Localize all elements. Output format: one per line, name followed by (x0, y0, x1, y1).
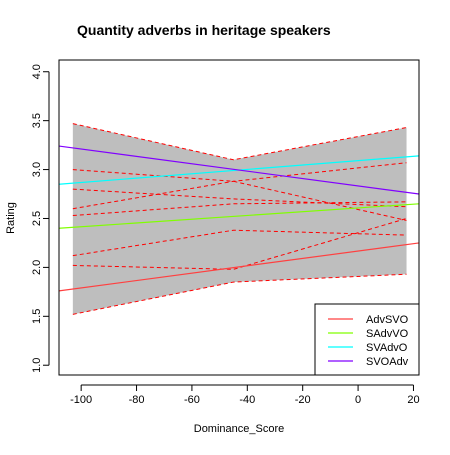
y-tick-label: 2.0 (31, 260, 43, 275)
x-tick-label: -60 (184, 394, 200, 406)
band-lower-edge (72, 273, 407, 315)
x-tick-label: -40 (239, 394, 255, 406)
x-tick-label: -80 (129, 394, 145, 406)
bound-lines-layer (72, 123, 407, 315)
x-tick-label: 20 (407, 394, 419, 406)
series-line-advsvo (58, 242, 420, 292)
interval-bound-line-2 (72, 162, 407, 210)
legend-label-svoadv: SVOAdv (366, 356, 409, 368)
x-tick-label: 0 (355, 394, 361, 406)
legend: AdvSVO SAdvVO SVAdvO SVOAdv (314, 303, 420, 376)
plot-frame (58, 59, 420, 376)
interval-bound-line-6 (72, 201, 407, 217)
y-tick-label: 2.5 (31, 211, 43, 226)
interval-bound-line-3 (72, 229, 407, 257)
x-axis-label: Dominance_Score (194, 423, 285, 435)
series-layer (58, 145, 420, 292)
y-tick-label: 3.5 (31, 113, 43, 128)
legend-label-sadvvo: SAdvVO (366, 328, 409, 340)
confidence-band (72, 123, 407, 315)
y-tick-label: 4.0 (31, 64, 43, 79)
series-line-sadvvo (58, 203, 420, 229)
x-tick-label: -100 (70, 394, 92, 406)
band-upper-edge (72, 123, 407, 161)
y-tick-label: 1.5 (31, 309, 43, 324)
y-tick-label: 3.0 (31, 162, 43, 177)
y-tick-label: 1.0 (31, 358, 43, 373)
axis-layer: -100 -80 -60 -40 -20 0 20 1.0 1.5 2.0 2.5 3.0 3.5 4.0 (31, 64, 420, 406)
y-axis-label: Rating (5, 202, 17, 234)
chart-title: Quantity adverbs in heritage speakers (77, 22, 331, 38)
legend-box (314, 303, 420, 376)
legend-label-svadvo: SVAdvO (366, 342, 408, 354)
x-tick-label: -20 (295, 394, 311, 406)
interval-bound-line-4 (72, 217, 407, 270)
interval-bound-line-5 (72, 188, 407, 208)
series-line-svoadv (58, 145, 420, 195)
legend-label-advsvo: AdvSVO (366, 314, 409, 326)
confidence-band-layer (72, 123, 407, 315)
